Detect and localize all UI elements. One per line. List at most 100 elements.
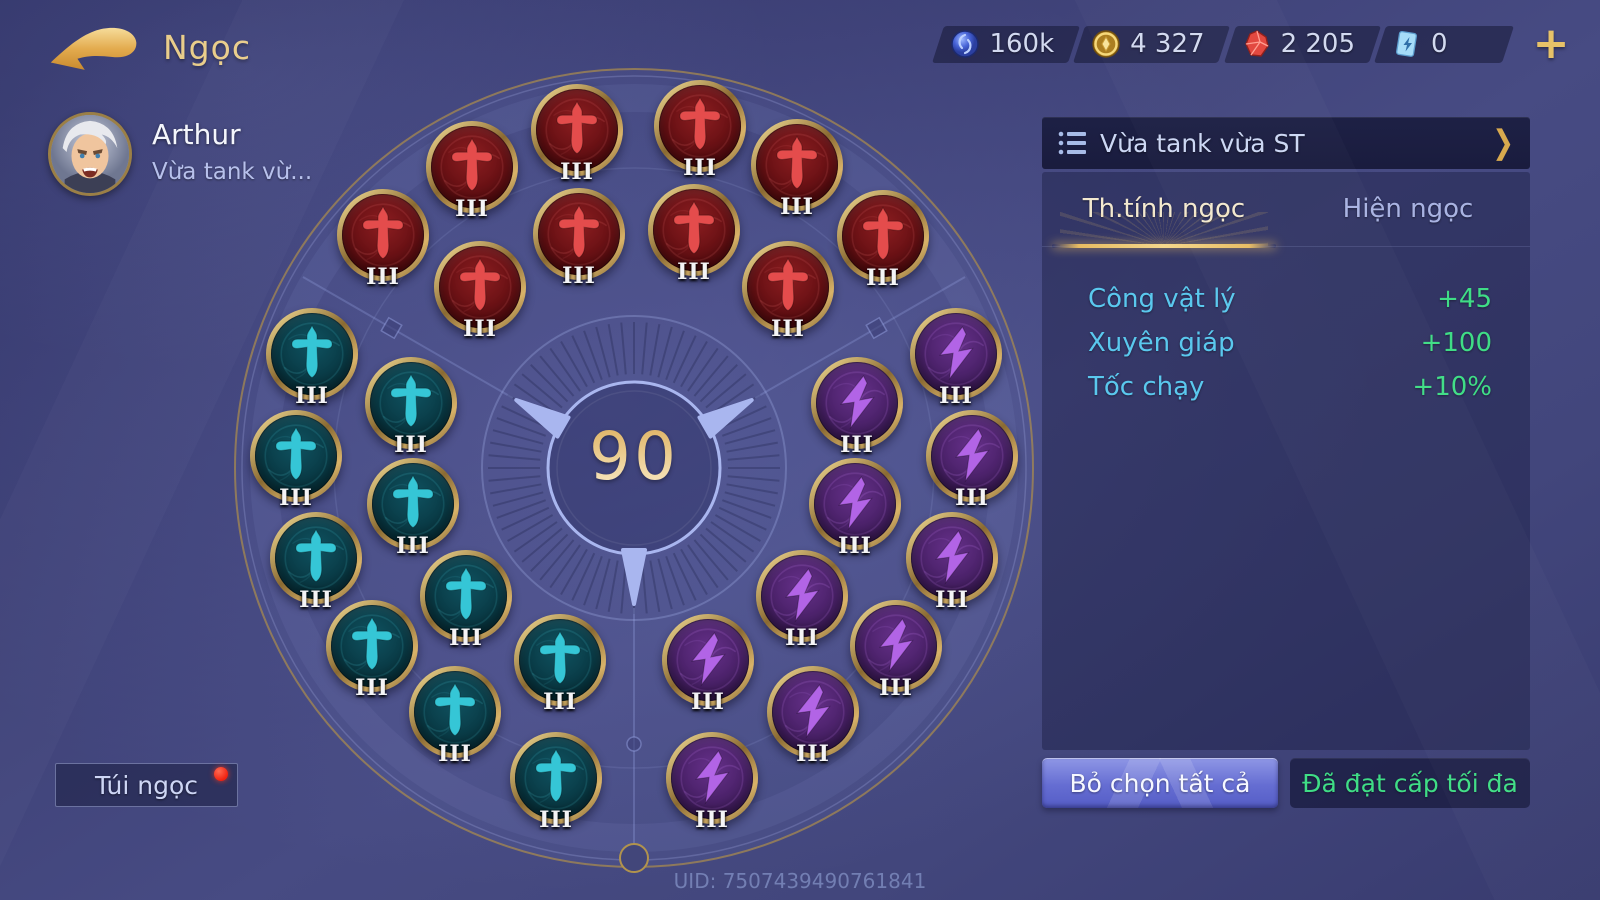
gem-level: III — [295, 383, 329, 409]
gold-coin-icon — [1091, 29, 1121, 59]
gem-core — [519, 619, 601, 701]
gem-level: III — [935, 587, 969, 613]
rune-gem-red[interactable]: III — [751, 119, 843, 220]
stat-label: Tốc chạy — [1088, 372, 1205, 402]
rune-gem-red[interactable]: III — [648, 184, 740, 285]
rune-gem-teal[interactable]: III — [514, 614, 606, 715]
rune-gem-red[interactable]: III — [434, 241, 526, 342]
player-avatar[interactable] — [48, 112, 132, 196]
blue-ticket-icon — [1392, 29, 1422, 59]
gem-level: III — [879, 675, 913, 701]
rune-gem-purple[interactable]: III — [662, 614, 754, 715]
gem-core — [667, 619, 749, 701]
stat-row: Tốc chạy +10% — [1088, 365, 1492, 409]
rune-gem-teal[interactable]: III — [367, 458, 459, 559]
sword-icon — [390, 474, 436, 532]
gem-level: III — [394, 432, 428, 458]
gem-core — [538, 193, 620, 275]
gem-core — [814, 463, 896, 545]
rune-gem-purple[interactable]: III — [906, 512, 998, 613]
currency-essence[interactable]: 160k — [938, 26, 1074, 63]
tab-rune-stats[interactable]: Th.tính ngọc — [1042, 172, 1286, 248]
rune-gem-teal[interactable]: III — [250, 410, 342, 511]
stat-value: +45 — [1437, 284, 1492, 314]
rune-gem-red[interactable]: III — [531, 84, 623, 185]
tab-rune-display[interactable]: Hiện ngọc — [1342, 194, 1474, 224]
gem-level: III — [449, 625, 483, 651]
gem-core — [271, 313, 353, 395]
rune-gem-purple[interactable]: III — [811, 357, 903, 458]
rune-gem-red[interactable]: III — [654, 80, 746, 181]
currency-amount: 2 205 — [1280, 29, 1355, 59]
stat-label: Công vật lý — [1088, 284, 1236, 314]
gem-core — [425, 555, 507, 637]
bolt-icon — [873, 616, 919, 674]
gem-core — [342, 194, 424, 276]
gem-core — [370, 362, 452, 444]
red-gem-icon — [1242, 29, 1272, 59]
rune-gem-red[interactable]: III — [837, 190, 929, 291]
sword-icon — [360, 205, 406, 263]
rune-bag-button[interactable]: Túi ngọc — [55, 763, 238, 807]
sword-icon — [860, 206, 906, 264]
page-title: Ngọc — [163, 28, 251, 67]
sword-icon — [457, 257, 503, 315]
sword-icon — [432, 682, 478, 740]
rune-gem-teal[interactable]: III — [510, 732, 602, 833]
gem-core — [915, 313, 997, 395]
rune-gem-purple[interactable]: III — [767, 666, 859, 767]
rune-gem-red[interactable]: III — [337, 189, 429, 290]
gem-level: III — [560, 159, 594, 185]
gem-level: III — [539, 807, 573, 833]
currency-amount: 160k — [989, 29, 1055, 59]
stat-row: Công vật lý +45 — [1088, 277, 1492, 321]
gem-core — [842, 195, 924, 277]
back-arrow-icon — [50, 27, 137, 70]
rune-gem-red[interactable]: III — [533, 188, 625, 289]
gem-core — [659, 85, 741, 167]
chevron-right-icon: ❯ — [1492, 124, 1514, 162]
rune-gem-purple[interactable]: III — [809, 458, 901, 559]
bolt-icon — [685, 630, 731, 688]
rune-gem-teal[interactable]: III — [420, 550, 512, 651]
rune-stats-panel: Th.tính ngọc Hiện ngọc Công vật lý +45 Xuyê… — [1042, 172, 1530, 750]
gem-level: III — [691, 689, 725, 715]
rune-gem-purple[interactable]: III — [666, 732, 758, 833]
rune-gem-teal[interactable]: III — [266, 308, 358, 409]
rune-bag-label: Túi ngọc — [95, 770, 198, 800]
gem-core — [439, 246, 521, 328]
currency-ruby[interactable]: 2 205 — [1230, 26, 1375, 63]
gem-level: III — [455, 196, 489, 222]
add-currency-button[interactable]: + — [1532, 18, 1570, 69]
rune-gem-teal[interactable]: III — [326, 600, 418, 701]
max-level-button[interactable]: Đã đạt cấp tối đa — [1290, 758, 1530, 808]
gem-level: III — [279, 485, 313, 511]
currency-gold[interactable]: 4 327 — [1079, 26, 1224, 63]
deselect-all-button[interactable]: Bỏ chọn tất cả — [1042, 758, 1278, 808]
rune-gem-purple[interactable]: III — [910, 308, 1002, 409]
gem-level: III — [438, 741, 472, 767]
currency-ticket[interactable]: 0 — [1380, 26, 1508, 63]
rune-gem-red[interactable]: III — [742, 241, 834, 342]
panel-tabs: Th.tính ngọc Hiện ngọc — [1042, 172, 1530, 248]
rune-gem-teal[interactable]: III — [270, 512, 362, 613]
rune-gem-teal[interactable]: III — [409, 666, 501, 767]
gem-core — [816, 362, 898, 444]
sword-icon — [349, 616, 395, 674]
gem-level: III — [396, 533, 430, 559]
rune-gem-purple[interactable]: III — [756, 550, 848, 651]
gem-level: III — [355, 675, 389, 701]
gem-level: III — [695, 807, 729, 833]
gem-level: III — [939, 383, 973, 409]
player-build-name: Vừa tank vừ... — [152, 159, 313, 185]
rune-gem-purple[interactable]: III — [926, 410, 1018, 511]
bolt-icon — [929, 528, 975, 586]
rune-build-selector[interactable]: Vừa tank vừa ST ❯ — [1042, 117, 1530, 169]
stat-value: +10% — [1412, 372, 1492, 402]
rune-gem-red[interactable]: III — [426, 121, 518, 222]
rune-gem-purple[interactable]: III — [850, 600, 942, 701]
back-button[interactable] — [48, 22, 140, 74]
rune-gem-teal[interactable]: III — [365, 357, 457, 458]
gem-core — [772, 671, 854, 753]
